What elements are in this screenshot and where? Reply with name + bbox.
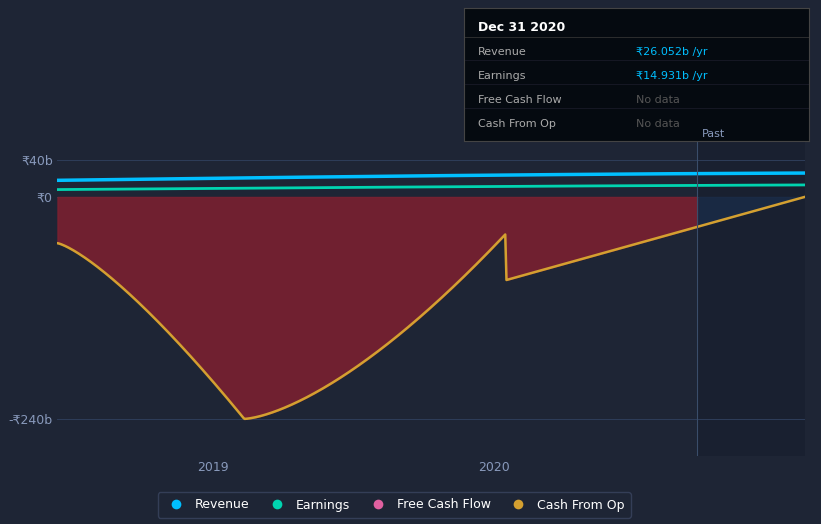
Bar: [698, 141, 821, 456]
Text: Past: Past: [702, 129, 725, 139]
Text: Cash From Op: Cash From Op: [478, 119, 556, 129]
Text: Dec 31 2020: Dec 31 2020: [478, 21, 565, 34]
Text: Free Cash Flow: Free Cash Flow: [478, 95, 562, 105]
Text: No data: No data: [636, 119, 680, 129]
Text: No data: No data: [636, 95, 680, 105]
Text: Earnings: Earnings: [478, 71, 526, 81]
Text: Revenue: Revenue: [478, 47, 526, 57]
Text: ₹26.052b /yr: ₹26.052b /yr: [636, 47, 708, 57]
Legend: Revenue, Earnings, Free Cash Flow, Cash From Op: Revenue, Earnings, Free Cash Flow, Cash …: [158, 492, 631, 518]
Text: ₹14.931b /yr: ₹14.931b /yr: [636, 71, 708, 81]
